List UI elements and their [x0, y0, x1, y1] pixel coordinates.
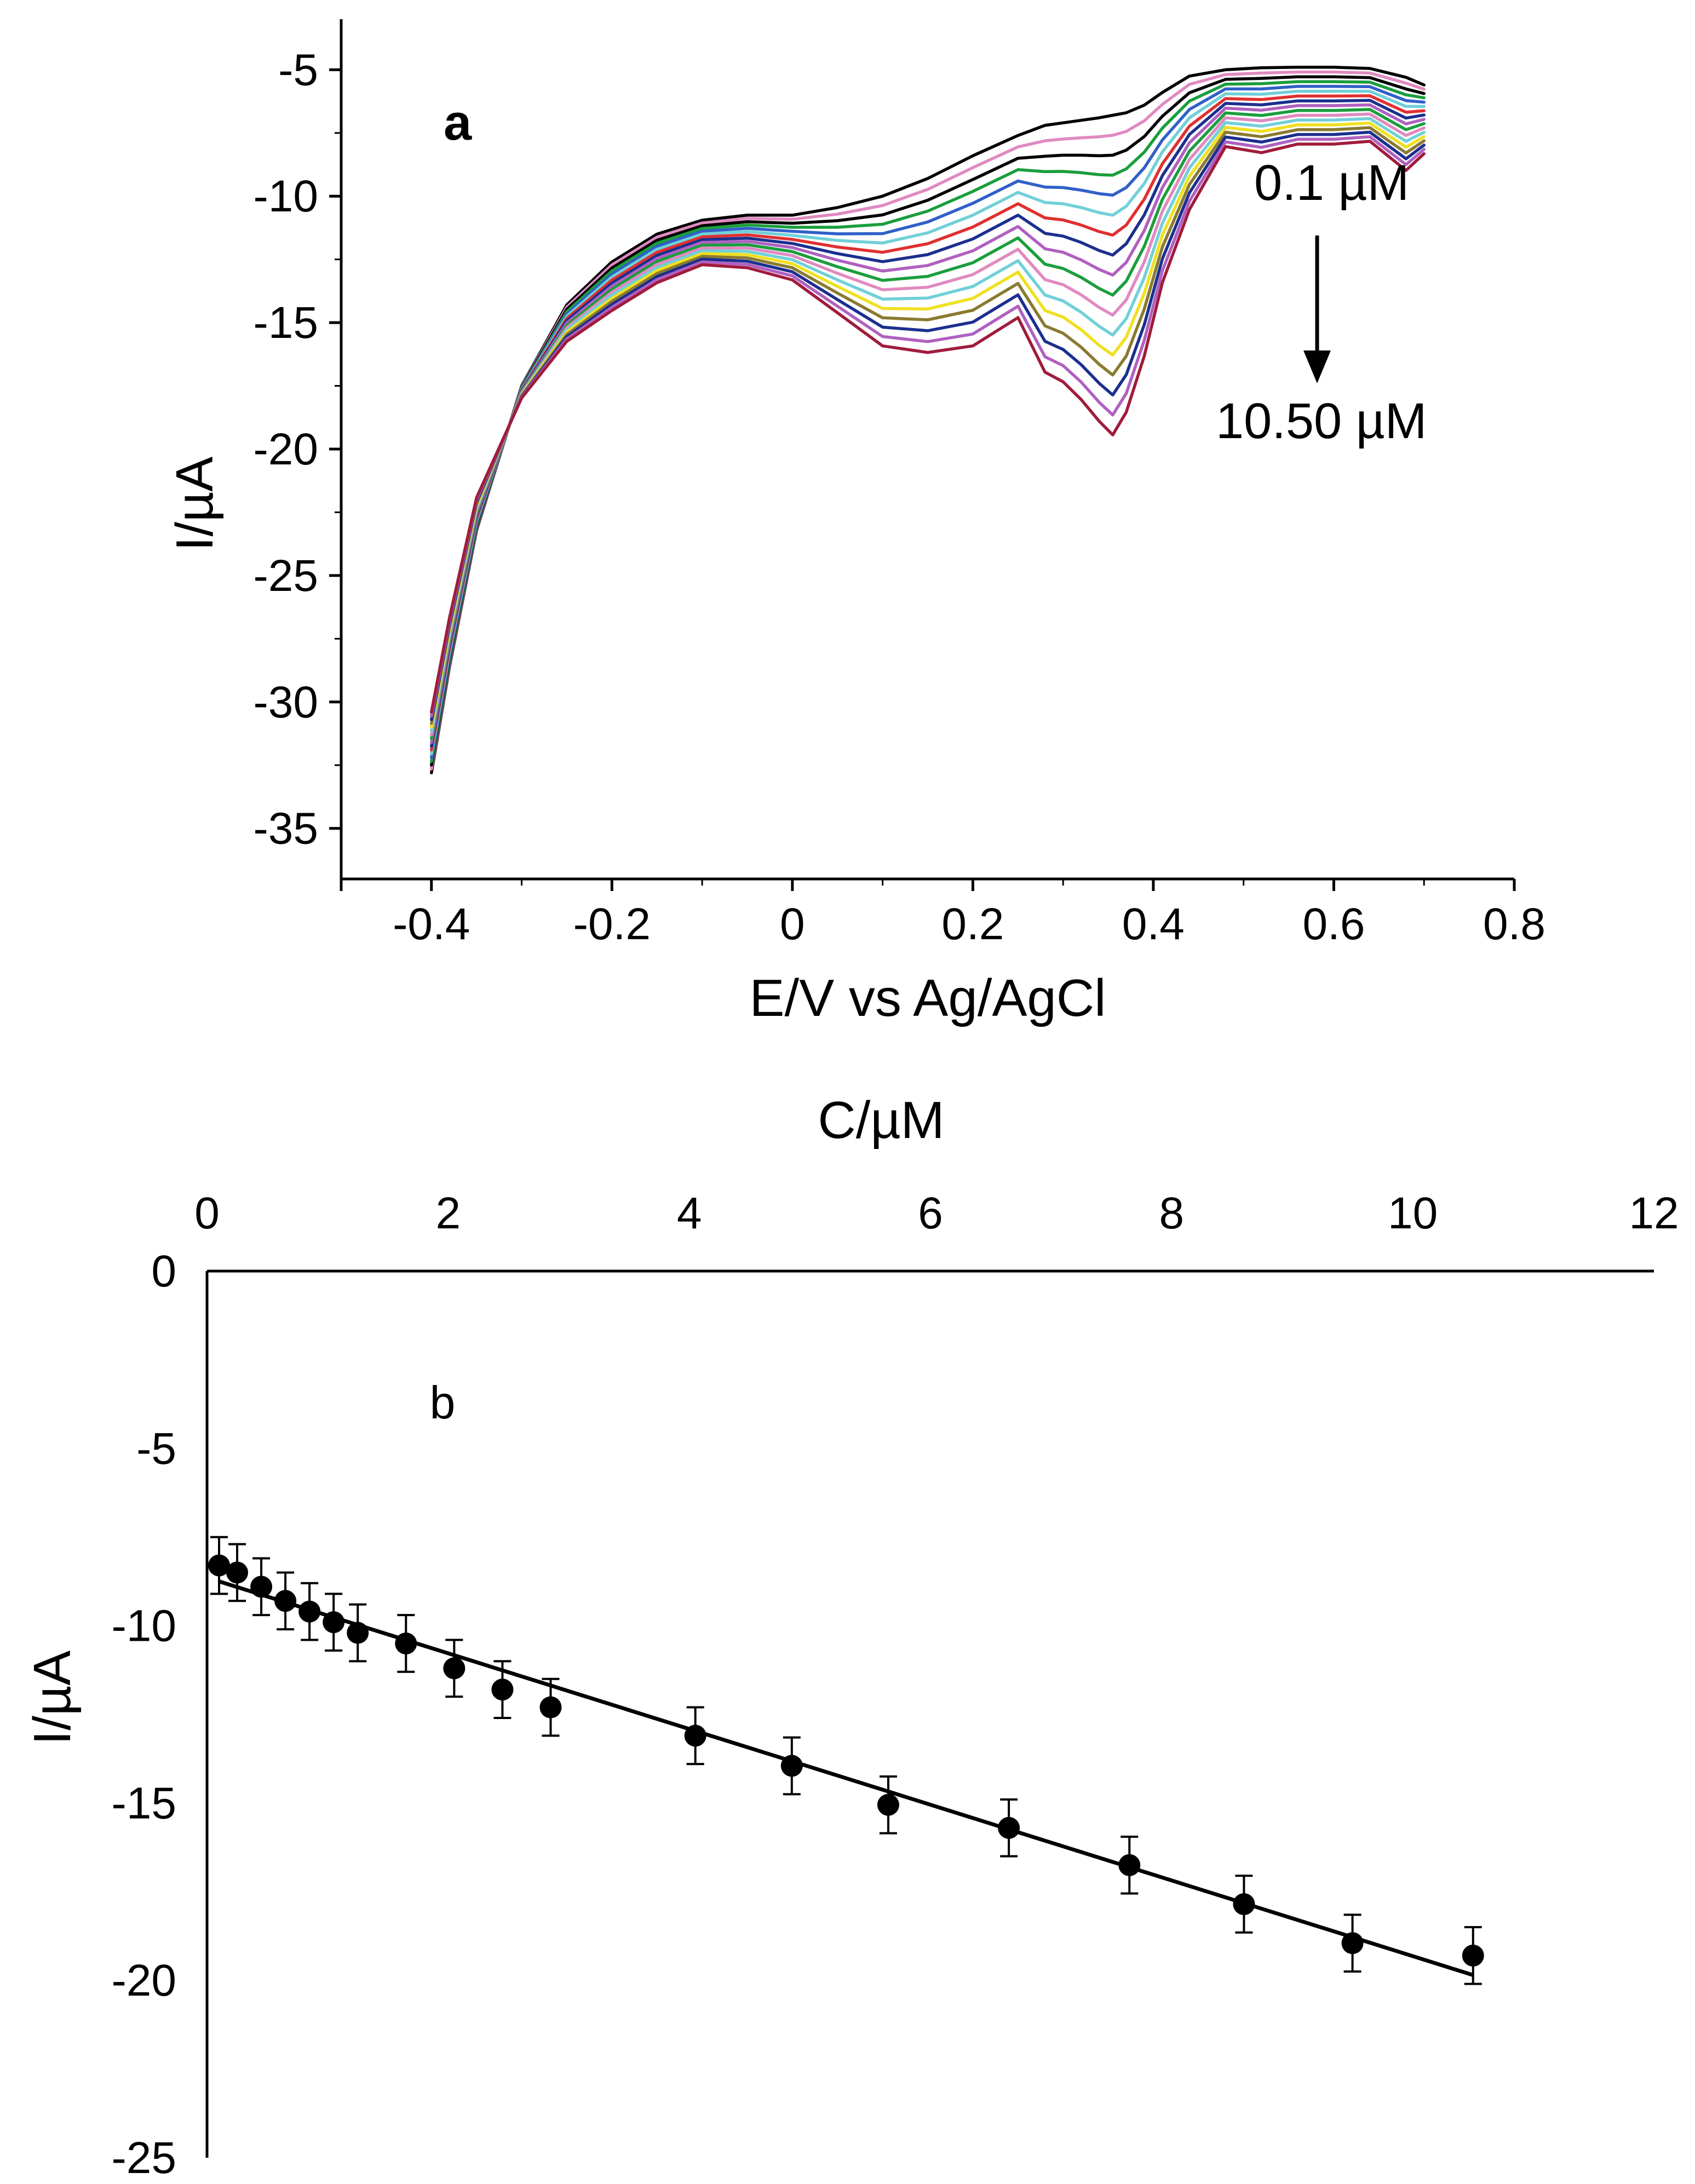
annotation-start-concentration: 0.1 µM — [1254, 155, 1409, 211]
data-point — [1118, 1854, 1141, 1876]
panel-a-voltammogram: -5 -10 -15 -20 -25 -30 -35 -0.4 -0.2 0 0.2 0.4 0.6 0.… — [165, 19, 1545, 1027]
voltammogram-curve — [430, 80, 1426, 763]
x-tick-label-a: 0.8 — [1483, 899, 1545, 949]
voltammogram-curve — [430, 108, 1426, 740]
y-tick-label-a: -25 — [253, 551, 318, 601]
y-tick-label-a: -35 — [253, 804, 318, 854]
voltammogram-curve — [430, 99, 1426, 748]
x-tick-label-b: 10 — [1388, 1188, 1438, 1238]
data-point — [1341, 1932, 1364, 1955]
x-tick-label-b: 8 — [1159, 1188, 1185, 1238]
data-point — [226, 1561, 249, 1584]
data-point — [347, 1622, 369, 1644]
y-axis-title-a: I/µA — [165, 457, 224, 551]
y-tick-label-a: -5 — [278, 45, 318, 95]
data-point — [443, 1657, 466, 1680]
x-tick-label-b: 0 — [194, 1188, 220, 1238]
x-tick-label-a: -0.4 — [393, 899, 470, 949]
y-tick-label-a: -15 — [253, 298, 318, 348]
panel-b-calibration-plot: 0 2 4 6 8 10 12 C/µM 0 -5 -10 -15 -20 -25 I/µA b — [23, 1091, 1679, 2183]
voltammogram-curve — [430, 135, 1426, 717]
voltammogram-curve — [430, 65, 1426, 774]
x-tick-label-b: 2 — [436, 1188, 461, 1238]
voltammogram-curve — [430, 75, 1426, 767]
y-tick-label-a: -10 — [253, 171, 318, 221]
voltammogram-curve — [430, 122, 1426, 729]
voltammogram-curve — [430, 126, 1426, 725]
x-axis-title-a: E/V vs Ag/AgCl — [750, 969, 1106, 1027]
data-point — [877, 1794, 899, 1816]
concentration-arrow-head — [1303, 350, 1331, 383]
y-tick-label-b: -10 — [111, 1601, 176, 1651]
voltammogram-curve — [430, 85, 1426, 760]
x-axis-title-b: C/µM — [818, 1091, 944, 1150]
y-tick-label-b: -20 — [111, 1956, 176, 2005]
voltammogram-curve — [430, 130, 1426, 721]
y-tick-label-b: -25 — [111, 2133, 176, 2183]
data-point — [539, 1696, 562, 1719]
data-point — [208, 1554, 231, 1577]
x-tick-label-b: 12 — [1629, 1188, 1679, 1238]
data-point — [298, 1600, 321, 1623]
linear-fit-line — [218, 1579, 1474, 1977]
x-tick-label-a: 0 — [780, 899, 805, 949]
voltammogram-curve — [430, 103, 1426, 744]
x-tick-label-b: 6 — [918, 1188, 943, 1238]
y-tick-label-b: -5 — [136, 1424, 176, 1474]
voltammogram-curve — [430, 117, 1426, 733]
data-point — [1233, 1893, 1255, 1915]
y-tick-label-b: -15 — [111, 1778, 176, 1828]
data-point — [250, 1576, 273, 1598]
data-point — [998, 1817, 1020, 1839]
x-tick-label-a: 0.4 — [1122, 899, 1185, 949]
x-tick-label-b: 4 — [677, 1188, 702, 1238]
voltammogram-curve — [430, 140, 1426, 714]
x-tick-label-a: 0.6 — [1302, 899, 1365, 949]
voltammogram-curve — [430, 89, 1426, 756]
annotation-end-concentration: 10.50 µM — [1216, 393, 1427, 449]
voltammogram-curve — [430, 94, 1426, 752]
data-point — [684, 1725, 706, 1747]
data-point — [395, 1632, 417, 1654]
voltammogram-curve — [430, 70, 1426, 771]
data-point — [491, 1679, 514, 1701]
data-point — [323, 1611, 345, 1634]
x-tick-label-a: 0.2 — [941, 899, 1004, 949]
x-tick-label-a: -0.2 — [573, 899, 651, 949]
y-tick-label-b: 0 — [151, 1246, 176, 1296]
data-point — [274, 1590, 297, 1612]
y-tick-label-a: -20 — [253, 424, 318, 474]
y-axis-title-b: I/µA — [23, 1651, 82, 1745]
voltammogram-curve — [430, 112, 1426, 737]
y-tick-label-a: -30 — [253, 677, 318, 727]
data-point — [1462, 1944, 1484, 1967]
panel-label-b: b — [430, 1377, 456, 1428]
data-point — [780, 1755, 803, 1777]
panel-label-a: a — [444, 95, 472, 151]
